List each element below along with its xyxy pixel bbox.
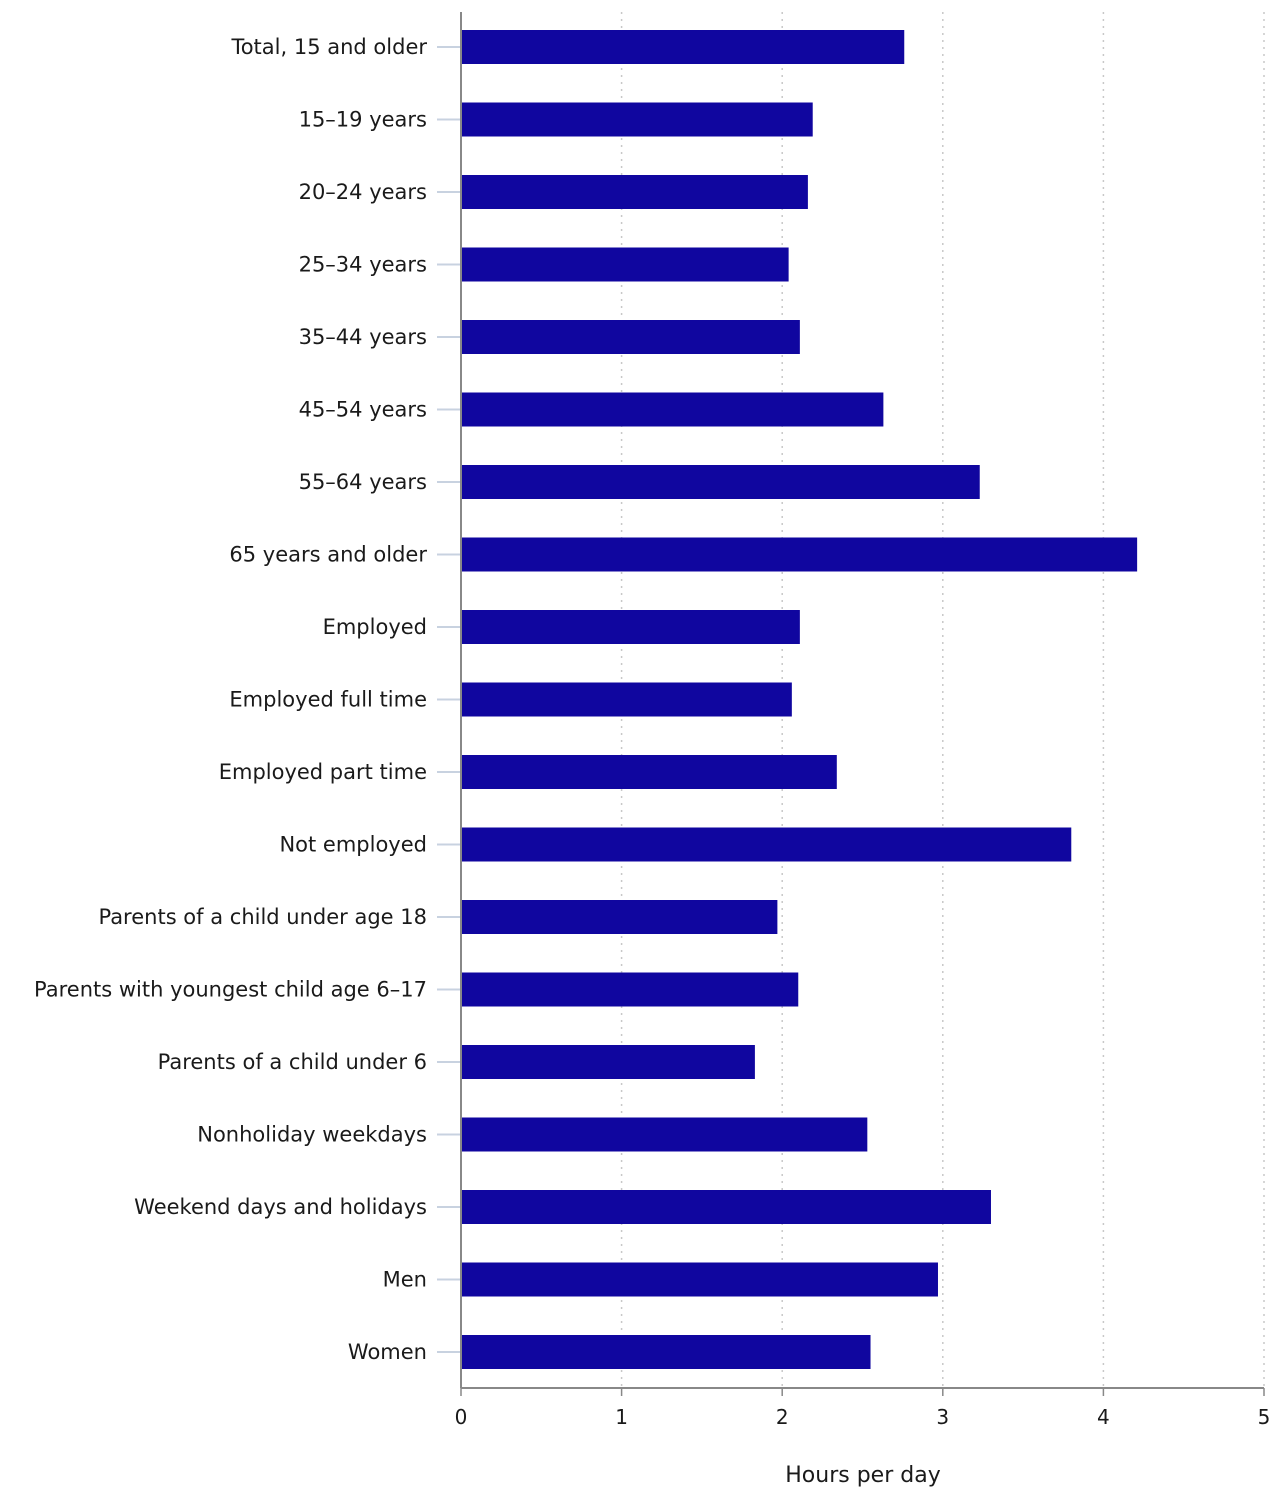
category-label: 20–24 years bbox=[299, 180, 427, 204]
bar bbox=[462, 610, 800, 644]
category-label: 35–44 years bbox=[299, 325, 427, 349]
bar bbox=[462, 392, 884, 427]
category-label: Parents of a child under age 18 bbox=[98, 905, 427, 929]
bar bbox=[462, 30, 905, 64]
bar bbox=[462, 465, 980, 499]
category-label: Employed part time bbox=[219, 760, 427, 784]
bar bbox=[462, 175, 808, 209]
bar bbox=[462, 320, 800, 354]
axes bbox=[437, 12, 1265, 1396]
category-labels: Total, 15 and older 15–19 years 20–24 year… bbox=[34, 35, 427, 1364]
x-tick-label: 4 bbox=[1097, 1405, 1110, 1429]
category-label: Parents with youngest child age 6–17 bbox=[34, 978, 427, 1002]
category-label: 25–34 years bbox=[299, 253, 427, 277]
category-label: Not employed bbox=[279, 833, 427, 857]
category-label: 45–54 years bbox=[299, 398, 427, 422]
bar bbox=[462, 1117, 868, 1152]
x-tick-labels: 0 1 2 3 4 5 bbox=[455, 1405, 1271, 1429]
x-axis-title: Hours per day bbox=[785, 1463, 940, 1488]
category-label: 15–19 years bbox=[299, 108, 427, 132]
category-label: Employed full time bbox=[229, 688, 427, 712]
x-tick-label: 5 bbox=[1258, 1405, 1271, 1429]
bar bbox=[462, 247, 789, 282]
x-tick-label: 3 bbox=[936, 1405, 949, 1429]
bar bbox=[462, 1335, 871, 1369]
bar bbox=[462, 972, 799, 1007]
x-tick-label: 1 bbox=[615, 1405, 628, 1429]
bar bbox=[462, 755, 837, 789]
category-label: Weekend days and holidays bbox=[134, 1195, 427, 1219]
bar bbox=[462, 900, 778, 934]
bar bbox=[462, 827, 1072, 862]
category-label: Women bbox=[348, 1340, 427, 1364]
category-label: Parents of a child under 6 bbox=[158, 1050, 427, 1074]
category-label: Nonholiday weekdays bbox=[197, 1123, 427, 1147]
bar bbox=[462, 102, 813, 137]
category-label: Men bbox=[383, 1268, 427, 1292]
bars bbox=[462, 30, 1138, 1369]
category-label: Employed bbox=[323, 615, 427, 639]
bar bbox=[462, 682, 792, 717]
x-tick-label: 0 bbox=[455, 1405, 468, 1429]
category-label: 65 years and older bbox=[229, 543, 427, 567]
bar bbox=[462, 1262, 938, 1297]
category-label: 55–64 years bbox=[299, 470, 427, 494]
x-tick-label: 2 bbox=[776, 1405, 789, 1429]
bar bbox=[462, 537, 1138, 572]
bar bbox=[462, 1045, 755, 1079]
bar bbox=[462, 1190, 991, 1224]
category-label: Total, 15 and older bbox=[230, 35, 427, 59]
